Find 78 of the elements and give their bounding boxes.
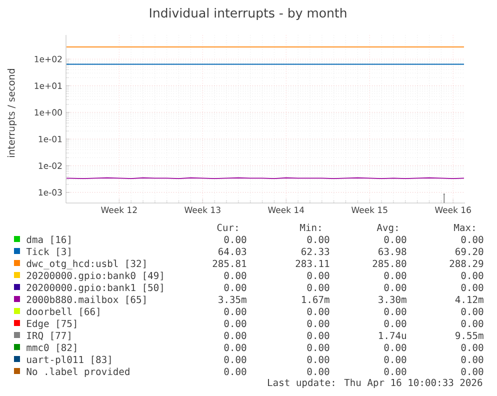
text: 0.00 xyxy=(307,344,330,352)
text: 0.00 xyxy=(384,344,406,352)
y-tick-label: 1e+01 xyxy=(34,82,62,89)
text: 0.00 xyxy=(307,332,330,340)
text: 0.00 xyxy=(384,236,406,244)
text: 0.00 xyxy=(307,308,330,316)
x-tick-label: Week 13 xyxy=(184,206,220,214)
text: 0.00 xyxy=(461,356,484,364)
text: 0.00 xyxy=(307,236,330,244)
text: Last update: Thu Apr 16 10:00:33 2026 xyxy=(268,378,482,388)
text: 0.00 xyxy=(384,368,406,376)
text: 0.00 xyxy=(307,272,330,280)
text: 0.00 xyxy=(224,236,246,244)
x-tick-label: Week 15 xyxy=(351,206,388,214)
legend-label: 2000b880.mailbox [65] xyxy=(26,296,146,304)
text: 0.00 xyxy=(384,308,406,316)
text: 0.00 xyxy=(384,320,406,328)
text: Max: xyxy=(454,224,474,232)
legend-label: Edge [75] xyxy=(27,320,76,330)
text: 0.00 xyxy=(307,320,330,328)
text: 0.00 xyxy=(224,320,246,328)
text: 0.00 xyxy=(461,344,484,352)
text: Cur: xyxy=(217,224,238,232)
text: 0.00 xyxy=(461,320,484,328)
legend-label: Tick [3] xyxy=(26,248,70,256)
legend-label: mmc0 [82] xyxy=(26,344,76,352)
text: 0.00 xyxy=(461,284,484,292)
y-tick-label: 1e-01 xyxy=(38,136,62,142)
text: 3.35m xyxy=(218,296,246,304)
text: 0.00 xyxy=(307,284,330,292)
text: 0.00 xyxy=(461,236,484,244)
y-tick-label: 1e+02 xyxy=(34,56,62,62)
text: 0.00 xyxy=(461,368,484,376)
text: 0.00 xyxy=(224,284,246,292)
text: 1.74u xyxy=(379,332,406,340)
text: 0.00 xyxy=(224,368,246,376)
text: 64.03 xyxy=(218,248,246,256)
text: 0.00 xyxy=(224,308,246,316)
x-tick-label: Week 12 xyxy=(101,206,137,214)
text: 62.33 xyxy=(302,248,330,256)
text: 288.29 xyxy=(450,260,484,268)
y-tick-label: 1e-03 xyxy=(38,189,62,196)
text: 0.00 xyxy=(224,356,246,364)
legend-label: uart-pl011 [83] xyxy=(27,356,111,365)
legend-label: 20200000.gpio:bank0 [49] xyxy=(26,272,163,282)
text: Avg: xyxy=(376,224,398,234)
y-tick-label: 1e+00 xyxy=(34,109,62,116)
text: 285.81 xyxy=(212,260,246,268)
legend-label: 20200000.gpio:bank1 [50] xyxy=(26,284,163,294)
y-tick-label: 1e-02 xyxy=(38,162,62,169)
x-tick-label: Week 14 xyxy=(268,206,304,214)
text: 0.00 xyxy=(224,272,246,280)
chart-title: Individual interrupts - by month xyxy=(150,8,346,20)
legend-label: doorbell [66] xyxy=(26,308,100,316)
text: 283.11 xyxy=(296,260,330,268)
text: 0.00 xyxy=(307,356,330,364)
legend-label: dma [16] xyxy=(26,236,70,244)
text: 4.12m xyxy=(455,296,484,303)
text: 0.00 xyxy=(384,284,406,292)
y-axis-title: interrupts / second xyxy=(7,68,17,157)
legend-label: No .label provided xyxy=(26,368,130,377)
text: 0.00 xyxy=(224,344,246,352)
text: 0.00 xyxy=(307,368,330,376)
text: 3.30m xyxy=(378,296,406,304)
text: 0.00 xyxy=(224,332,246,340)
text: 285.80 xyxy=(372,260,406,268)
text: Min: xyxy=(300,224,320,231)
text: 63.98 xyxy=(378,248,406,256)
text: 0.00 xyxy=(384,272,406,280)
text: 0.00 xyxy=(384,356,406,364)
text: 0.00 xyxy=(461,272,484,280)
legend-label: IRQ [77] xyxy=(27,332,70,340)
x-tick-label: Week 16 xyxy=(434,206,471,214)
text: 9.55m xyxy=(456,332,484,340)
text: 0.00 xyxy=(461,308,484,316)
legend-label: dwc_otg_hcd:usbl [32] xyxy=(26,260,146,270)
text: 1.67m xyxy=(302,296,330,304)
text: 69.20 xyxy=(456,248,484,256)
